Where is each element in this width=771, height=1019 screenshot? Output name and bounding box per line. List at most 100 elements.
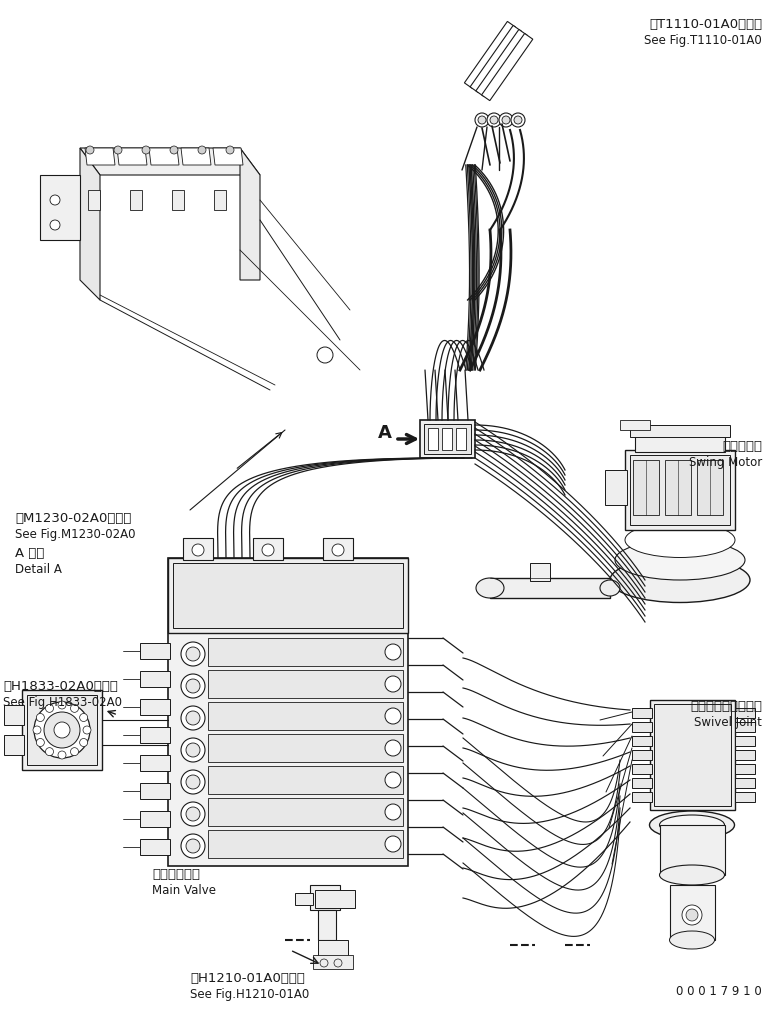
Bar [632, 750, 652, 760]
Bar [172, 190, 184, 210]
Bar [310, 884, 340, 910]
Bar [665, 460, 691, 515]
Ellipse shape [610, 557, 750, 602]
Bar [650, 700, 735, 810]
Bar [313, 955, 353, 969]
Circle shape [79, 713, 88, 721]
Circle shape [70, 704, 79, 712]
Bar [214, 190, 226, 210]
Circle shape [170, 146, 178, 154]
Circle shape [36, 713, 45, 721]
Bar [208, 671, 403, 698]
Bar [140, 783, 170, 799]
Circle shape [186, 647, 200, 661]
Bar [323, 538, 353, 560]
Polygon shape [476, 30, 527, 97]
Polygon shape [470, 25, 521, 93]
Bar [208, 734, 403, 762]
Bar [208, 766, 403, 794]
Bar [635, 432, 725, 452]
Circle shape [58, 751, 66, 759]
Circle shape [181, 770, 205, 794]
Circle shape [686, 909, 698, 921]
Bar [130, 190, 142, 210]
Bar [630, 425, 730, 437]
Bar [318, 910, 336, 940]
Bar [456, 428, 466, 450]
Circle shape [186, 679, 200, 693]
Bar [735, 792, 755, 802]
Polygon shape [40, 175, 80, 240]
Polygon shape [117, 148, 147, 165]
Circle shape [385, 708, 401, 725]
Circle shape [262, 544, 274, 556]
Text: Detail A: Detail A [15, 564, 62, 576]
Circle shape [58, 701, 66, 709]
Bar [632, 792, 652, 802]
Circle shape [186, 743, 200, 757]
Polygon shape [464, 21, 516, 89]
Circle shape [475, 113, 489, 127]
Circle shape [181, 834, 205, 858]
Circle shape [50, 195, 60, 205]
Bar [4, 735, 24, 755]
Text: 0 0 0 1 7 9 1 0: 0 0 0 1 7 9 1 0 [676, 985, 762, 998]
Circle shape [34, 702, 90, 758]
Bar [735, 708, 755, 718]
Polygon shape [149, 148, 179, 165]
Circle shape [385, 676, 401, 692]
Text: See Fig.M1230-02A0: See Fig.M1230-02A0 [15, 528, 136, 541]
Bar [670, 884, 715, 940]
Bar [420, 420, 475, 458]
Bar [735, 777, 755, 788]
Ellipse shape [600, 580, 620, 596]
Circle shape [181, 642, 205, 666]
Circle shape [186, 839, 200, 853]
Circle shape [142, 146, 150, 154]
Bar [654, 704, 731, 806]
Text: A 詳細: A 詳細 [15, 547, 45, 560]
Bar [697, 460, 723, 515]
Bar [140, 839, 170, 855]
Bar [620, 420, 650, 430]
Circle shape [114, 146, 122, 154]
Circle shape [487, 113, 501, 127]
Bar [632, 777, 652, 788]
Circle shape [198, 146, 206, 154]
Polygon shape [240, 148, 260, 280]
Bar [168, 558, 408, 866]
Bar [605, 470, 627, 505]
Text: 第T1110-01A0図参照: 第T1110-01A0図参照 [649, 18, 762, 31]
Circle shape [385, 644, 401, 660]
Circle shape [192, 544, 204, 556]
Text: See Fig.H1210-01A0: See Fig.H1210-01A0 [190, 988, 309, 1001]
Bar [735, 764, 755, 774]
Bar [4, 705, 24, 725]
Bar [208, 798, 403, 826]
Circle shape [181, 802, 205, 826]
Ellipse shape [659, 815, 725, 835]
Circle shape [186, 807, 200, 821]
Circle shape [45, 748, 53, 756]
Bar [632, 764, 652, 774]
Circle shape [70, 748, 79, 756]
Bar [173, 564, 403, 628]
Text: Swivel Joint: Swivel Joint [694, 716, 762, 729]
Bar [27, 695, 97, 765]
Bar [253, 538, 283, 560]
Circle shape [385, 772, 401, 788]
Circle shape [490, 116, 498, 124]
Ellipse shape [649, 811, 735, 839]
Bar [633, 460, 659, 515]
Text: Swing Motor: Swing Motor [689, 455, 762, 469]
Text: メインバルブ: メインバルブ [152, 868, 200, 881]
Bar [428, 428, 438, 450]
Bar [208, 638, 403, 666]
Ellipse shape [476, 578, 504, 598]
Text: 第H1833-02A0図参照: 第H1833-02A0図参照 [3, 680, 118, 693]
Circle shape [478, 116, 486, 124]
Text: Main Valve: Main Valve [152, 884, 216, 897]
Polygon shape [213, 148, 243, 165]
Bar [88, 190, 100, 210]
Polygon shape [80, 148, 260, 175]
